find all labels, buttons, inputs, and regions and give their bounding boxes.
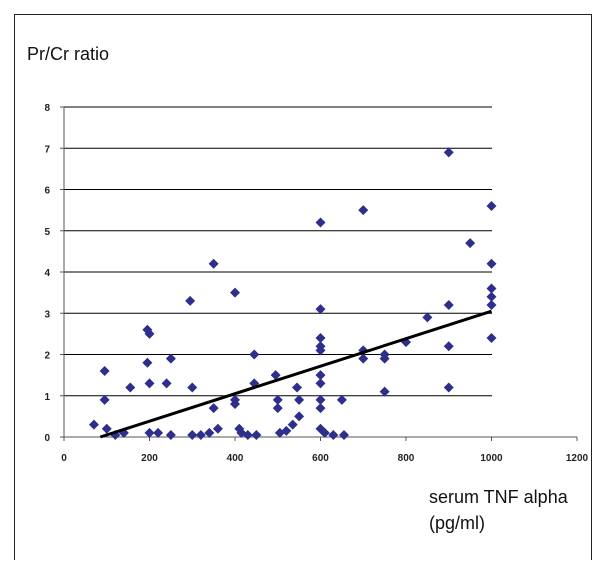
x-tick-label-200: 200 bbox=[141, 453, 158, 464]
data-point-72 bbox=[486, 291, 497, 302]
trendline-group bbox=[99, 309, 492, 439]
data-point-50 bbox=[315, 403, 326, 414]
data-point-6 bbox=[125, 382, 136, 393]
data-point-46 bbox=[315, 345, 326, 356]
x-tick-label-0: 0 bbox=[61, 453, 67, 464]
data-point-55 bbox=[339, 429, 350, 440]
data-point-52 bbox=[319, 427, 330, 438]
data-point-24 bbox=[230, 287, 240, 298]
x-tick-label-400: 400 bbox=[227, 453, 244, 464]
data-point-47 bbox=[315, 370, 326, 381]
data-point-10 bbox=[144, 378, 155, 389]
data-point-17 bbox=[187, 382, 198, 393]
data-point-42 bbox=[315, 217, 326, 228]
x-tick-labels: 0 200 400 600 800 1000 1200 bbox=[61, 453, 588, 464]
y-tick-labels: 0 1 2 3 4 5 6 7 8 bbox=[44, 103, 50, 444]
x-tick-label-600: 600 bbox=[312, 453, 329, 464]
y-tick-label-8: 8 bbox=[44, 103, 50, 114]
data-point-23 bbox=[212, 423, 223, 434]
y-tick-label-5: 5 bbox=[44, 227, 50, 238]
y-axis-label: Pr/Cr ratio bbox=[27, 44, 110, 64]
data-point-26 bbox=[230, 399, 240, 409]
data-point-74 bbox=[486, 333, 497, 343]
data-point-9 bbox=[142, 357, 153, 368]
data-point-29 bbox=[242, 429, 253, 440]
data-point-43 bbox=[315, 304, 326, 315]
data-point-32 bbox=[251, 429, 262, 440]
data-point-11 bbox=[144, 427, 155, 438]
data-point-73 bbox=[486, 300, 497, 310]
data-point-8 bbox=[144, 328, 155, 339]
y-tick-label-2: 2 bbox=[44, 351, 50, 362]
data-point-44 bbox=[315, 333, 326, 343]
data-point-14 bbox=[165, 353, 176, 364]
y-tick-label-1: 1 bbox=[44, 392, 50, 403]
data-point-12 bbox=[153, 427, 164, 438]
data-point-0 bbox=[88, 419, 99, 430]
data-point-63 bbox=[422, 312, 433, 323]
data-point-60 bbox=[379, 353, 390, 364]
data-point-13 bbox=[161, 378, 172, 389]
x-tick-label-800: 800 bbox=[398, 453, 415, 464]
data-point-38 bbox=[287, 419, 298, 430]
y-tick-label-3: 3 bbox=[44, 309, 50, 320]
data-point-54 bbox=[336, 394, 347, 405]
data-point-68 bbox=[465, 238, 476, 249]
data-point-2 bbox=[99, 394, 110, 405]
data-point-15 bbox=[165, 429, 176, 440]
data-point-34 bbox=[272, 394, 283, 405]
data-point-39 bbox=[291, 382, 302, 393]
x-axis-label-line1: serum TNF alpha bbox=[429, 487, 568, 507]
data-point-64 bbox=[443, 147, 454, 158]
data-point-33 bbox=[270, 370, 281, 381]
grid-lines bbox=[64, 106, 492, 397]
data-point-48 bbox=[315, 378, 326, 389]
data-point-61 bbox=[379, 386, 390, 397]
x-axis-label-line2: (pg/ml) bbox=[429, 513, 486, 533]
trendline bbox=[99, 309, 492, 439]
x-axis-label: serum TNF alpha (pg/ml) bbox=[429, 484, 568, 536]
data-point-19 bbox=[195, 429, 206, 440]
data-point-70 bbox=[486, 258, 497, 269]
data-point-69 bbox=[486, 201, 497, 211]
data-point-56 bbox=[358, 205, 369, 216]
data-point-66 bbox=[443, 341, 454, 352]
data-point-1 bbox=[99, 366, 110, 376]
data-point-67 bbox=[443, 382, 454, 393]
data-point-30 bbox=[249, 349, 260, 360]
data-point-40 bbox=[294, 394, 305, 405]
data-points bbox=[88, 147, 497, 440]
data-point-20 bbox=[204, 427, 215, 438]
x-tick-label-1000: 1000 bbox=[480, 453, 503, 464]
y-tick-label-0: 0 bbox=[44, 433, 50, 444]
axes bbox=[60, 106, 578, 441]
data-point-22 bbox=[208, 403, 219, 414]
x-tick-label-1200: 1200 bbox=[566, 453, 589, 464]
y-tick-label-7: 7 bbox=[44, 144, 50, 155]
data-point-16 bbox=[185, 295, 196, 306]
y-tick-label-6: 6 bbox=[44, 186, 50, 197]
data-point-58 bbox=[358, 353, 369, 364]
data-point-3 bbox=[101, 423, 112, 434]
data-point-37 bbox=[281, 425, 292, 436]
data-point-21 bbox=[208, 258, 219, 269]
data-point-35 bbox=[272, 403, 283, 414]
data-point-18 bbox=[187, 429, 198, 440]
chart-frame bbox=[14, 14, 592, 560]
data-point-65 bbox=[443, 300, 454, 310]
data-point-71 bbox=[486, 283, 497, 294]
data-point-41 bbox=[294, 411, 305, 422]
y-tick-label-4: 4 bbox=[44, 268, 50, 279]
data-point-53 bbox=[328, 429, 339, 440]
data-point-49 bbox=[315, 394, 326, 405]
